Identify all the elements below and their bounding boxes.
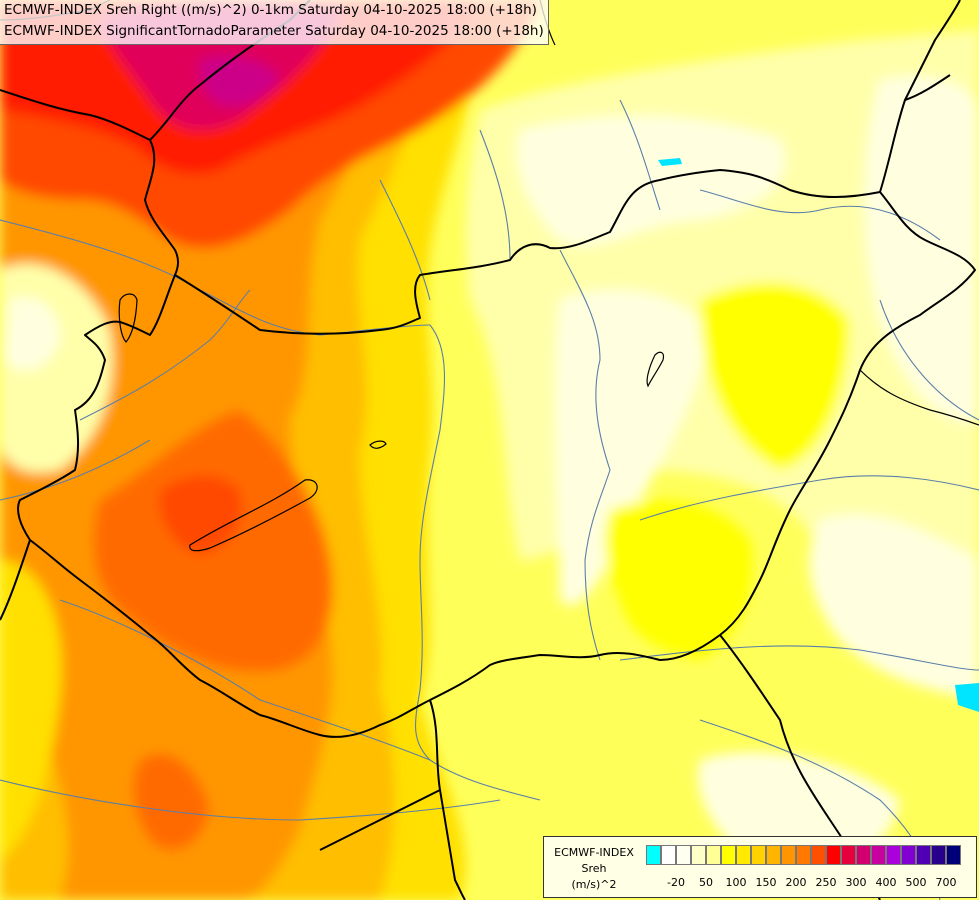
legend-swatch xyxy=(856,845,871,865)
legend-swatch xyxy=(886,845,901,865)
border-northeast xyxy=(879,0,961,193)
legend-swatch xyxy=(661,845,676,865)
legend-tick-label: 150 xyxy=(755,876,777,889)
legend-source: ECMWF-INDEX xyxy=(554,846,634,859)
field-cyan-east xyxy=(955,683,979,712)
legend-swatch xyxy=(691,845,706,865)
river-drava xyxy=(59,599,431,761)
legend-swatch xyxy=(796,845,811,865)
river-tisza xyxy=(559,249,611,661)
legend-swatch xyxy=(736,845,751,865)
legend-tick-label: 200 xyxy=(785,876,807,889)
color-legend: ECMWF-INDEX Sreh (m/s)^2 -20 50 100 150 200 2… xyxy=(543,836,977,898)
river-mures xyxy=(619,645,979,671)
legend-swatch xyxy=(721,845,736,865)
legend-tick-label: 100 xyxy=(725,876,747,889)
legend-tick-label: 250 xyxy=(815,876,837,889)
title-line-1: ECMWF-INDEX Sreh Right ((m/s)^2) 0-1km S… xyxy=(4,2,537,18)
river-north-2 xyxy=(479,129,511,261)
legend-tick-label: 700 xyxy=(935,876,957,889)
field-lightest-east xyxy=(865,76,979,422)
border-southwest xyxy=(0,539,31,621)
field-yellow-east xyxy=(700,282,850,470)
legend-tick-label: -20 xyxy=(667,876,685,889)
border-ukraine xyxy=(904,74,951,101)
legend-tick-label: 500 xyxy=(905,876,927,889)
border-hungary xyxy=(17,169,976,738)
legend-swatches xyxy=(646,845,961,865)
lake-neusiedl xyxy=(118,293,138,343)
legend-ticks: -20 50 100 150 200 250 300 400 500 700 xyxy=(646,876,972,890)
legend-swatch xyxy=(751,845,766,865)
border-croatia xyxy=(319,789,441,851)
field-lightest-center xyxy=(555,290,710,606)
legend-tick-label: 300 xyxy=(845,876,867,889)
legend-swatch xyxy=(931,845,946,865)
border-north xyxy=(0,89,179,276)
legend-swatch xyxy=(916,845,931,865)
river-north-1 xyxy=(379,179,431,301)
field-red-orange-central xyxy=(159,475,243,555)
legend-swatch xyxy=(766,845,781,865)
lake-velence xyxy=(369,440,387,449)
field-cyan-north xyxy=(658,158,682,166)
legend-swatch xyxy=(946,845,961,865)
river-west-1 xyxy=(0,439,151,501)
river-north-3 xyxy=(619,99,661,211)
lake-balaton xyxy=(189,479,318,552)
border-romania-inner xyxy=(859,369,979,426)
river-east-1 xyxy=(879,299,979,421)
field-lightest-southeast xyxy=(809,514,979,700)
legend-swatch xyxy=(811,845,826,865)
legend-swatch xyxy=(871,845,886,865)
title-line-2: ECMWF-INDEX SignificantTornadoParameter … xyxy=(4,23,544,39)
legend-swatch xyxy=(841,845,856,865)
legend-swatch xyxy=(781,845,796,865)
legend-variable: Sreh xyxy=(581,862,607,875)
river-sava xyxy=(0,779,501,821)
legend-swatch xyxy=(901,845,916,865)
lake-tisza xyxy=(646,351,665,388)
field-dark-orange-south xyxy=(133,753,210,850)
river-danube-middle xyxy=(414,324,541,801)
legend-tick-label: 400 xyxy=(875,876,897,889)
legend-swatch xyxy=(676,845,691,865)
legend-swatch xyxy=(646,845,661,865)
legend-tick-label: 50 xyxy=(699,876,713,889)
border-serbia xyxy=(429,699,466,900)
field-pale-southwest xyxy=(0,560,62,860)
rivers xyxy=(0,99,979,900)
river-tisza-upper xyxy=(699,189,941,241)
legend-unit: (m/s)^2 xyxy=(571,878,617,891)
field-yellow-southcenter xyxy=(604,500,753,660)
river-raba xyxy=(79,289,251,421)
river-danube-upper xyxy=(0,219,431,336)
field-lightest-west xyxy=(5,297,60,371)
legend-swatch xyxy=(706,845,721,865)
lakes xyxy=(118,293,665,552)
map-title: ECMWF-INDEX Sreh Right ((m/s)^2) 0-1km S… xyxy=(0,0,549,45)
legend-swatch xyxy=(826,845,841,865)
river-koros xyxy=(639,475,979,521)
